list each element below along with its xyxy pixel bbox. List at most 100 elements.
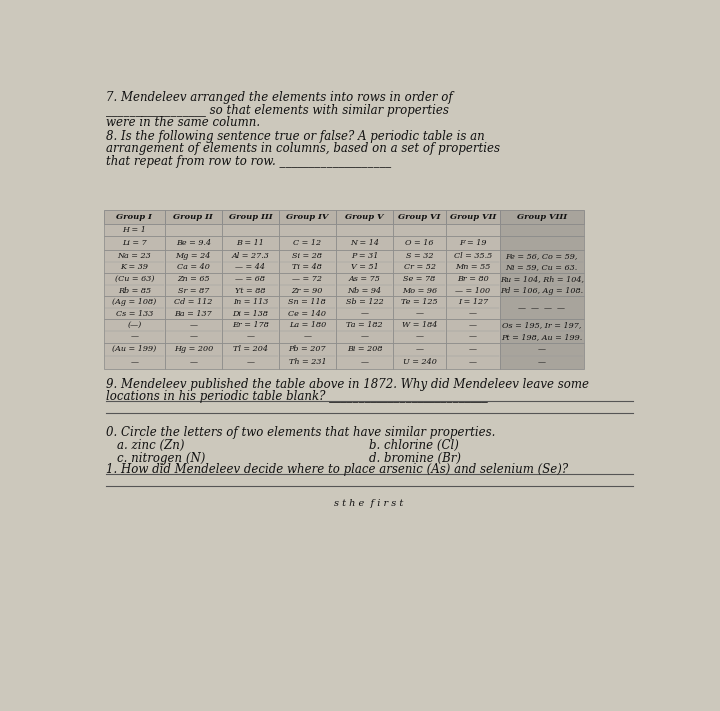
Text: Ce = 140: Ce = 140 xyxy=(289,309,326,318)
Text: Mn = 55: Mn = 55 xyxy=(455,263,490,272)
Text: (Au = 199): (Au = 199) xyxy=(112,345,156,353)
Text: Group VI: Group VI xyxy=(398,213,441,221)
Text: Group IV: Group IV xyxy=(286,213,328,221)
Bar xyxy=(279,343,336,369)
Text: Sr = 87: Sr = 87 xyxy=(178,287,209,294)
Bar xyxy=(500,236,584,250)
Bar xyxy=(279,210,336,224)
Text: —  —  —  —: — — — — xyxy=(518,304,565,312)
Text: —: — xyxy=(303,333,311,341)
Text: Al = 27.3: Al = 27.3 xyxy=(231,252,269,260)
Bar xyxy=(500,210,584,224)
Text: were in the same column.: were in the same column. xyxy=(106,116,260,129)
Text: O = 16: O = 16 xyxy=(405,239,434,247)
Bar xyxy=(336,236,393,250)
Text: Cr = 52: Cr = 52 xyxy=(404,263,436,272)
Bar xyxy=(446,210,500,224)
Text: Mg = 24: Mg = 24 xyxy=(176,252,211,260)
Text: Ni = 59, Cu = 63.: Ni = 59, Cu = 63. xyxy=(505,263,578,272)
Text: Tl = 204: Tl = 204 xyxy=(233,345,268,353)
Text: Se = 78: Se = 78 xyxy=(403,275,436,283)
Bar xyxy=(165,210,222,224)
Text: — = 68: — = 68 xyxy=(235,275,265,283)
Bar xyxy=(104,224,165,236)
Text: H = 1: H = 1 xyxy=(122,226,146,234)
Bar xyxy=(165,319,222,343)
Text: —: — xyxy=(469,333,477,341)
Text: Fe = 56, Co = 59,: Fe = 56, Co = 59, xyxy=(505,252,578,260)
Text: Nb = 94: Nb = 94 xyxy=(347,287,382,294)
Bar xyxy=(165,343,222,369)
Text: —: — xyxy=(246,333,254,341)
Text: —: — xyxy=(246,358,254,366)
Text: I = 127: I = 127 xyxy=(458,298,488,306)
Bar xyxy=(500,319,584,343)
Bar xyxy=(279,273,336,296)
Bar xyxy=(279,250,336,273)
Bar xyxy=(393,224,446,236)
Bar xyxy=(393,296,446,319)
Text: —: — xyxy=(469,309,477,318)
Bar xyxy=(500,273,584,296)
Text: Group II: Group II xyxy=(174,213,213,221)
Text: Er = 178: Er = 178 xyxy=(232,321,269,329)
Text: — = 100: — = 100 xyxy=(455,287,490,294)
Text: Sb = 122: Sb = 122 xyxy=(346,298,383,306)
Text: Br = 80: Br = 80 xyxy=(457,275,489,283)
Bar xyxy=(104,210,165,224)
Text: Pd = 106, Ag = 108.: Pd = 106, Ag = 108. xyxy=(500,287,583,294)
Text: Na = 23: Na = 23 xyxy=(117,252,151,260)
Bar xyxy=(336,296,393,319)
Bar xyxy=(222,273,279,296)
Bar xyxy=(165,236,222,250)
Bar xyxy=(222,236,279,250)
Text: —: — xyxy=(415,309,423,318)
Text: — = 44: — = 44 xyxy=(235,263,265,272)
Text: —: — xyxy=(361,358,369,366)
Bar xyxy=(393,250,446,273)
Text: (—): (—) xyxy=(127,321,141,329)
Bar xyxy=(279,236,336,250)
Text: —: — xyxy=(469,358,477,366)
Text: K = 39: K = 39 xyxy=(120,263,148,272)
Bar xyxy=(446,343,500,369)
Text: —: — xyxy=(130,333,138,341)
Text: —: — xyxy=(538,358,546,366)
Bar xyxy=(393,319,446,343)
Bar xyxy=(104,296,165,319)
Text: arrangement of elements in columns, based on a set of properties: arrangement of elements in columns, base… xyxy=(106,142,500,155)
Bar xyxy=(446,319,500,343)
Bar xyxy=(165,296,222,319)
Text: —: — xyxy=(469,321,477,329)
Bar xyxy=(393,273,446,296)
Bar xyxy=(279,224,336,236)
Text: —: — xyxy=(469,345,477,353)
Text: Cl = 35.5: Cl = 35.5 xyxy=(454,252,492,260)
Text: C = 12: C = 12 xyxy=(293,239,321,247)
Text: Sn = 118: Sn = 118 xyxy=(289,298,326,306)
Text: (Ag = 108): (Ag = 108) xyxy=(112,298,156,306)
Bar xyxy=(165,250,222,273)
Text: Rb = 85: Rb = 85 xyxy=(118,287,151,294)
Text: —: — xyxy=(130,358,138,366)
Bar xyxy=(446,250,500,273)
Text: —: — xyxy=(538,345,546,353)
Text: 9. Mendeleev published the table above in 1872. Why did Mendeleev leave some: 9. Mendeleev published the table above i… xyxy=(106,378,588,391)
Text: — = 72: — = 72 xyxy=(292,275,323,283)
Text: 0. Circle the letters of two elements that have similar properties.: 0. Circle the letters of two elements th… xyxy=(106,426,495,439)
Bar xyxy=(104,250,165,273)
Text: Cs = 133: Cs = 133 xyxy=(116,309,153,318)
Text: F = 19: F = 19 xyxy=(459,239,487,247)
Bar xyxy=(104,319,165,343)
Bar xyxy=(446,273,500,296)
Text: —: — xyxy=(361,309,369,318)
Text: Pb = 207: Pb = 207 xyxy=(289,345,326,353)
Text: Mo = 96: Mo = 96 xyxy=(402,287,437,294)
Text: d. bromine (Br): d. bromine (Br) xyxy=(369,451,461,465)
Text: Ca = 40: Ca = 40 xyxy=(177,263,210,272)
Text: La = 180: La = 180 xyxy=(289,321,326,329)
Text: Pt = 198, Au = 199.: Pt = 198, Au = 199. xyxy=(501,333,582,341)
Text: Di = 138: Di = 138 xyxy=(233,309,269,318)
Text: (Cu = 63): (Cu = 63) xyxy=(114,275,154,283)
Text: —: — xyxy=(361,333,369,341)
